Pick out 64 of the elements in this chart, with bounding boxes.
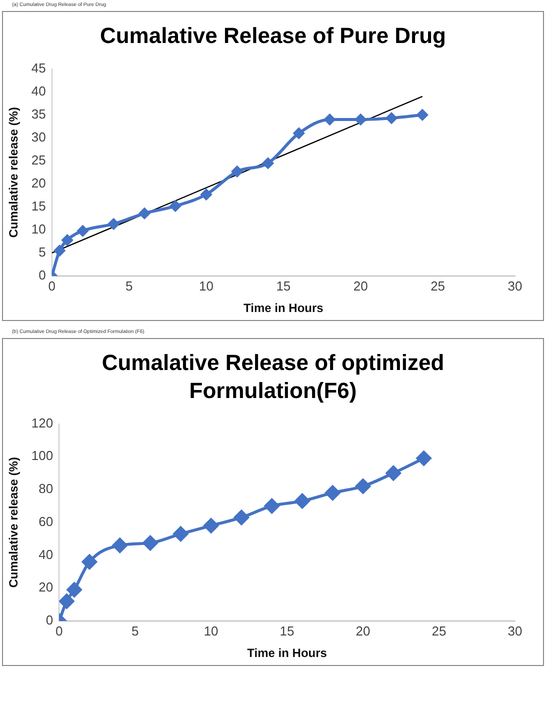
point [82,554,97,570]
x-tick-label: 20 [353,278,368,293]
y-tick-label: 120 [31,415,54,430]
y-tick-label: 40 [31,82,46,98]
point [234,510,249,525]
y-axis-title: Cumalative release (%) [6,456,21,588]
point [204,518,219,533]
point [173,526,188,542]
point [232,166,243,177]
x-tick-label: 10 [204,623,218,638]
x-axis-title: Time in Hours [247,646,328,660]
x-tick-label: 30 [508,623,522,638]
chart-title: Cumalative Release of optimized Formulation(F6) [100,348,446,406]
point [54,244,66,256]
point [356,478,371,494]
y-tick-label: 20 [38,579,54,594]
y-tick-label: 20 [31,175,46,190]
x-tick-label: 25 [432,623,446,638]
point [386,112,397,124]
point [355,114,366,125]
point [59,594,74,609]
y-tick-label: 100 [31,448,54,464]
chart-title: Cumalative Release of Pure Drug [98,22,447,50]
x-axis-title: Time in Hours [244,300,324,315]
point [77,224,88,236]
point [324,114,336,125]
point [138,207,150,218]
x-tick-label: 5 [125,278,133,293]
y-tick-label: 45 [31,60,46,75]
point [112,538,128,553]
y-tick-label: 25 [31,152,46,168]
x-tick-label: 5 [131,623,139,638]
x-tick-label: 15 [280,623,294,638]
y-tick-label: 0 [38,267,46,282]
point [416,450,432,466]
point [294,493,310,508]
point [325,485,340,500]
point [108,218,120,230]
y-tick-label: 80 [38,480,54,496]
point [262,157,274,168]
x-tick-label: 25 [430,278,446,293]
point [170,200,181,212]
point [293,127,304,138]
x-tick-label: 0 [55,623,63,638]
point [416,108,428,120]
point [200,188,212,200]
y-tick-label: 30 [31,129,46,144]
y-tick-label: 0 [46,612,54,628]
x-tick-label: 10 [199,278,214,293]
point [62,234,73,246]
y-tick-label: 35 [31,106,46,122]
point [66,582,82,598]
point [386,465,401,480]
point [264,498,280,514]
y-tick-label: 15 [31,198,46,214]
y-tick-label: 60 [38,514,54,529]
y-tick-label: 10 [31,221,46,236]
y-axis-title: Cumalative release (%) [6,106,21,238]
x-tick-label: 30 [508,278,522,293]
y-tick-label: 40 [38,546,54,562]
x-tick-label: 15 [276,278,291,293]
y-tick-label: 5 [38,244,46,260]
x-tick-label: 20 [356,623,370,638]
point [142,535,158,550]
